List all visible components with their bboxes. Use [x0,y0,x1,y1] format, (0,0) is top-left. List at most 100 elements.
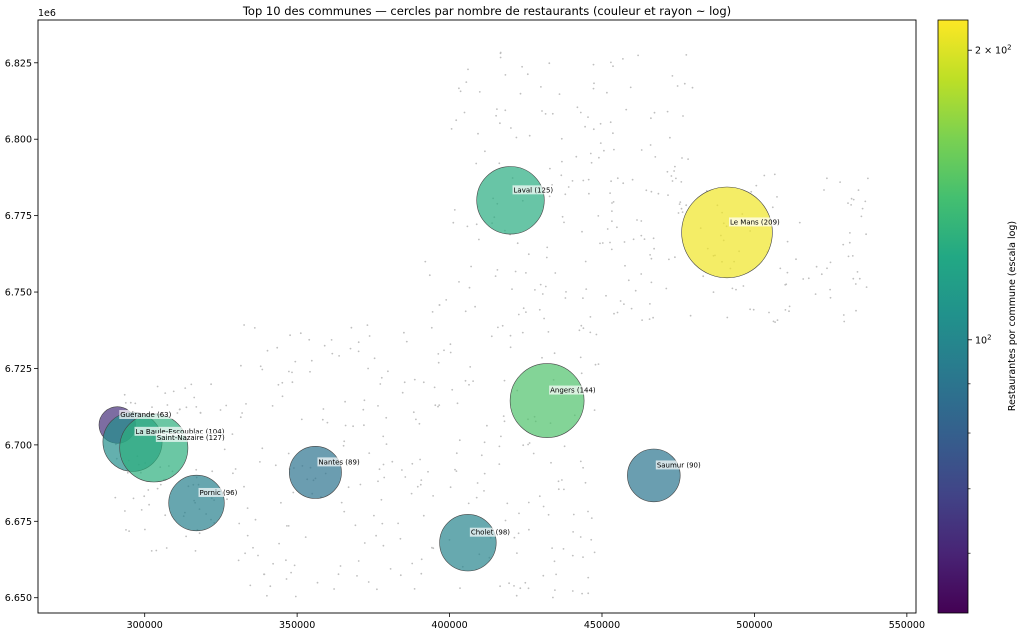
background-point [585,288,588,290]
background-point [287,525,290,527]
background-point [849,232,851,234]
background-point [232,472,234,475]
background-point [484,150,486,153]
background-point [452,221,455,224]
commune-annotation: Saumur (90) [655,460,702,470]
background-point [784,309,787,311]
background-point [815,265,818,268]
background-point [702,275,705,278]
background-point [458,439,461,442]
background-point [357,560,360,562]
background-point [380,498,383,501]
colorbar: 102 2 × 102 Restaurantes por commune (esc… [937,19,1018,614]
background-point [375,534,377,537]
background-point [245,403,247,405]
background-point [272,562,274,565]
background-point [839,181,841,184]
background-point [666,110,669,113]
background-point [378,468,381,471]
background-point [517,532,520,535]
background-point [501,324,504,327]
background-point [561,160,563,163]
background-point [689,314,692,317]
background-point [125,529,127,531]
background-point [564,297,567,299]
background-point [590,161,593,164]
background-point [456,402,459,405]
background-point [467,68,469,71]
background-point [553,352,556,355]
background-point [643,238,646,241]
background-point [515,594,518,597]
background-point [564,193,567,196]
background-point [611,220,613,223]
background-point [246,507,249,509]
background-point [613,312,615,315]
background-point [459,90,462,93]
background-point [563,445,566,448]
background-point [675,177,677,180]
commune-label: Saint-Nazaire (127) [157,434,225,442]
background-point [619,300,622,302]
background-point [636,219,638,221]
background-point [475,496,478,499]
commune-circle [168,474,225,532]
x-tick-label: 500000 [736,620,772,631]
background-point [788,305,791,308]
commune-label: Nantes (89) [318,458,360,466]
y-tick-label: 6.750 [5,288,32,299]
background-point [552,596,554,599]
background-point [373,514,375,517]
background-point [359,483,362,486]
background-point [246,534,249,537]
background-point [367,367,369,370]
background-point [640,149,643,151]
background-point [597,215,600,217]
y-offset-label: 1e6 [38,8,56,19]
background-point [524,581,527,584]
background-point [540,86,542,88]
commune-annotation: Le Mans (209) [728,217,781,227]
background-point [300,418,303,421]
background-point [629,86,632,89]
background-point [498,445,501,448]
background-point [572,531,574,533]
background-point [123,393,126,396]
background-point [261,447,264,450]
background-point [522,307,525,310]
background-point [474,305,476,308]
background-point [528,134,531,137]
background-point [547,331,550,333]
background-point [532,452,535,455]
background-point [293,564,296,567]
background-point [560,137,563,140]
background-point [519,587,522,590]
background-point [598,156,600,159]
background-point [357,341,360,344]
background-point [511,288,513,290]
background-point [630,307,633,310]
background-point [134,402,137,405]
background-point [731,287,734,290]
background-point [472,380,474,382]
background-point [397,522,399,525]
background-point [382,463,385,466]
background-point [649,303,651,305]
background-point [865,286,868,288]
background-point [476,482,479,484]
background-point [587,592,590,595]
background-point [627,279,630,282]
background-point [680,181,683,183]
background-point [129,401,132,404]
background-point [624,264,626,267]
background-point [580,372,583,375]
background-point [261,368,264,371]
background-point [376,588,378,591]
background-point [499,56,502,59]
x-tick-label: 400000 [431,620,467,631]
background-point [502,415,505,417]
background-point [455,452,458,455]
background-point [254,518,257,521]
background-point [310,359,313,362]
